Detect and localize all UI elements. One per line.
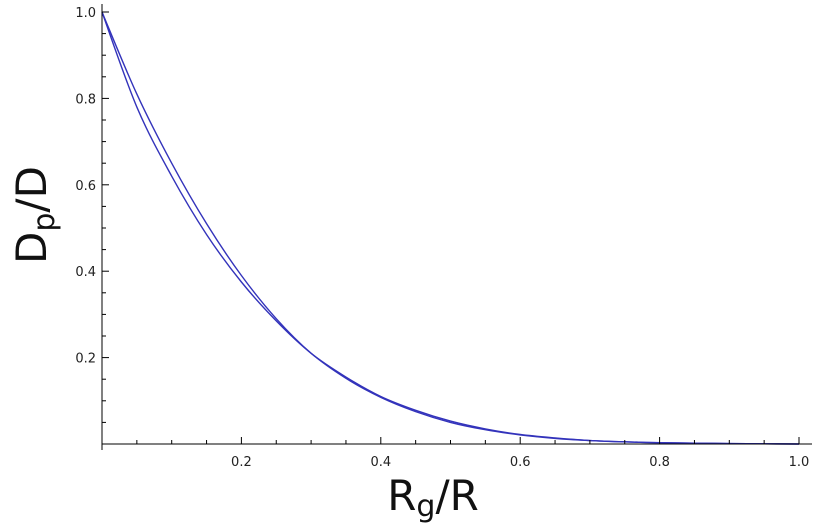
- y-tick-label: 0.2: [75, 352, 96, 367]
- x-tick-label: 1.0: [789, 455, 810, 470]
- x-tick-label: 0.2: [231, 455, 252, 470]
- y-tick-label: 0.4: [75, 265, 96, 280]
- series-line-1: [101, 11, 800, 445]
- axes-group: [101, 4, 812, 450]
- x-tick-label: 0.4: [370, 455, 391, 470]
- x-axis-title: Rg/R: [387, 471, 479, 524]
- x-tick-label: 0.6: [510, 455, 531, 470]
- x-tick-label: 0.8: [649, 455, 670, 470]
- curves-group: [101, 11, 800, 445]
- series-line-2: [101, 11, 800, 445]
- ticks-group: 0.2 0.4 0.6 0.8 1.0 0.2 0.4 0.6 0.8 1.0: [75, 6, 809, 470]
- y-axis-title: Dp/D: [7, 166, 62, 264]
- y-tick-label: 0.6: [75, 179, 96, 194]
- y-tick-label: 1.0: [75, 6, 96, 21]
- y-tick-label: 0.8: [75, 92, 96, 107]
